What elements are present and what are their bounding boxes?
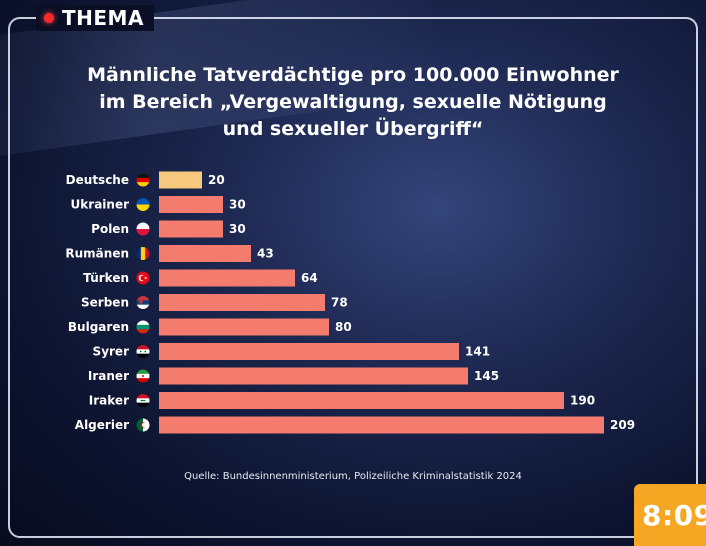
bar-group-iraner: Iraner 145	[88, 367, 499, 385]
flag-turkey-icon	[136, 271, 150, 285]
flag-stripe	[136, 353, 150, 358]
flag-star	[144, 350, 147, 353]
chart-title: Männliche Tatverdächtige pro 100.000 Ein…	[20, 62, 686, 143]
category-label: Ukrainer	[71, 198, 130, 212]
flag-stripe	[136, 173, 150, 179]
bar-group-türken: Türken 64	[83, 269, 318, 287]
live-dot-icon	[44, 13, 54, 23]
flag-stripe	[136, 329, 150, 334]
category-label: Polen	[91, 222, 129, 236]
flag-iran-icon	[136, 369, 150, 383]
bar	[159, 269, 295, 287]
value-label: 30	[229, 198, 246, 212]
value-label: 78	[331, 296, 348, 310]
flag-star	[144, 277, 147, 279]
flag-stripe	[136, 324, 150, 330]
value-label: 145	[474, 369, 499, 383]
value-label: 190	[570, 394, 595, 408]
flag-serbia-icon	[136, 296, 150, 309]
value-label: 209	[610, 418, 635, 432]
flag-poland-icon	[136, 222, 150, 236]
title-line-3: und sexueller Übergriff“	[222, 118, 484, 140]
bar-group-bulgaren: Bulgaren 80	[68, 318, 352, 336]
flag-stripe	[136, 320, 150, 326]
flag-stripe	[136, 182, 150, 187]
flag-crescent-cut	[142, 422, 147, 428]
category-label: Türken	[83, 271, 129, 285]
flag-emblem	[139, 299, 143, 304]
flag-script	[140, 399, 146, 402]
bar	[159, 220, 223, 238]
bar-group-polen: Polen 30	[91, 220, 246, 238]
flag-romania-icon	[136, 247, 150, 260]
flag-stripe	[136, 378, 150, 383]
category-label: Algerier	[75, 418, 129, 432]
flag-stripe	[136, 345, 150, 350]
flag-stripe	[136, 296, 150, 301]
panel-frame	[8, 17, 698, 538]
flag-stripe	[136, 229, 150, 236]
value-label: 20	[208, 173, 225, 187]
flag-germany-icon	[136, 173, 150, 187]
flag-stripe	[140, 247, 146, 260]
category-label: Iraker	[89, 394, 129, 408]
clock-badge: 8:09	[634, 484, 706, 546]
flag-stripe	[136, 394, 150, 399]
flag-stripe	[136, 369, 150, 375]
bar-group-syrer: Syrer 141	[93, 343, 490, 360]
flag-bulgaria-icon	[136, 320, 150, 334]
value-label: 43	[257, 247, 274, 261]
thema-header: THEMA	[36, 5, 154, 31]
bar	[159, 392, 564, 409]
flag-stripe	[136, 204, 150, 211]
bar	[159, 318, 329, 336]
bar-group-rumänen: Rumänen 43	[65, 245, 274, 262]
flag-stripe	[136, 198, 150, 205]
flag-stripe	[145, 247, 150, 260]
bar-group-serben: Serben 78	[81, 294, 348, 311]
flag-ukraine-icon	[136, 198, 150, 211]
bar-group-ukrainer: Ukrainer 30	[71, 196, 246, 213]
bar	[159, 245, 251, 262]
flag-stripe	[136, 402, 150, 407]
bar	[159, 416, 604, 434]
bar	[159, 171, 202, 189]
bar-group-algerier: Algerier 209	[75, 416, 635, 434]
category-label: Rumänen	[65, 247, 129, 261]
flag-star	[139, 350, 142, 353]
category-label: Iraner	[88, 369, 129, 383]
value-label: 141	[465, 345, 490, 359]
category-label: Serben	[81, 296, 129, 310]
flag-stripe	[136, 177, 150, 183]
bar	[159, 294, 325, 311]
category-label: Deutsche	[66, 173, 129, 187]
flag-stripe	[136, 222, 150, 230]
flag-stripe	[136, 349, 150, 354]
flag-stripe	[136, 300, 150, 305]
flag-stripe	[136, 418, 144, 432]
bar	[159, 367, 468, 385]
flag-stripe	[136, 247, 142, 260]
value-label: 30	[229, 222, 246, 236]
flag-syria-icon	[136, 345, 150, 358]
flag-crescent-cut	[140, 275, 146, 281]
bar-group-deutsche: Deutsche 20	[66, 171, 225, 189]
bar	[159, 196, 223, 213]
thema-label: THEMA	[62, 6, 144, 30]
flag-stripe	[136, 304, 150, 309]
category-label: Bulgaren	[68, 320, 129, 334]
flag-algeria-icon	[136, 418, 150, 432]
bar	[159, 343, 459, 360]
bar-group-iraker: Iraker 190	[89, 392, 595, 409]
category-label: Syrer	[93, 345, 130, 359]
flag-emblem	[142, 375, 144, 377]
source-note: Quelle: Bundesinnenministerium, Polizeil…	[184, 471, 522, 482]
title-line-1: Männliche Tatverdächtige pro 100.000 Ein…	[87, 64, 619, 86]
value-label: 80	[335, 320, 352, 334]
flag-iraq-icon	[136, 394, 150, 407]
title-line-2: im Bereich „Vergewaltigung, sexuelle Nöt…	[99, 91, 607, 113]
value-label: 64	[301, 271, 318, 285]
